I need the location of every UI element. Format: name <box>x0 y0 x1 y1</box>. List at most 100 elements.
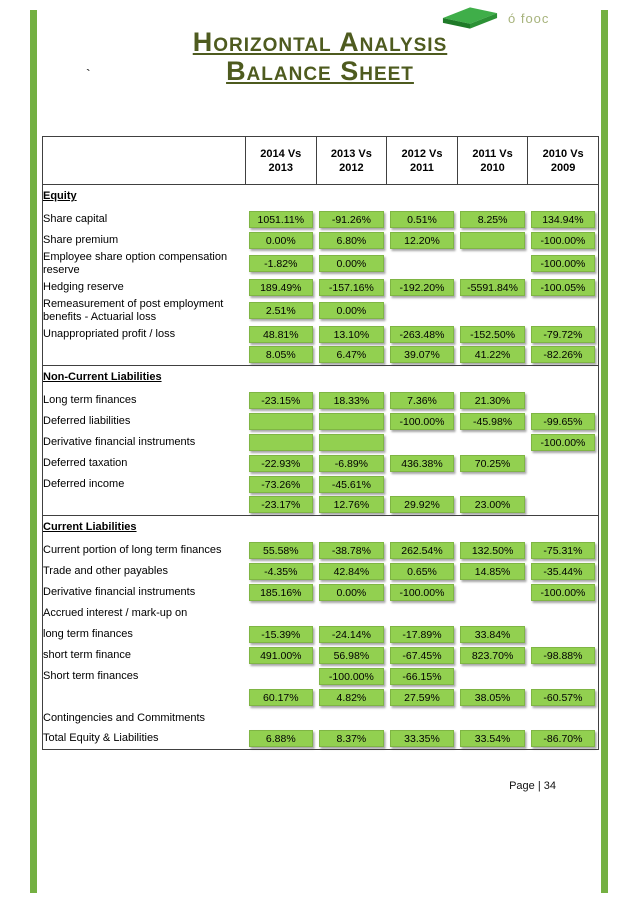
value-cell: 6.47% <box>316 345 387 366</box>
page-title-line1: Horizontal Analysis <box>192 27 448 57</box>
row-label: Deferred liabilities <box>43 414 131 427</box>
value-cell <box>528 624 599 645</box>
table-row: Unappropriated profit / loss 48.81% 13.10%… <box>43 324 599 345</box>
value-chip: 41.22% <box>460 346 525 364</box>
value-chip: -24.14% <box>319 625 384 643</box>
value-cell <box>386 184 458 209</box>
value-cell: 134.94% <box>528 209 599 230</box>
value-chip: -5591.84% <box>460 278 525 296</box>
value-cell <box>386 365 458 390</box>
value-cell <box>457 515 528 540</box>
value-cell: -86.70% <box>528 729 599 750</box>
value-chip: 33.35% <box>389 730 455 748</box>
value-cell: 60.17% <box>246 687 317 708</box>
value-cell: -100.05% <box>528 277 599 298</box>
header-cell-period: 2014 Vs 2013 <box>245 136 317 185</box>
row-label: long term finances <box>43 627 133 640</box>
value-chip: 1051.11% <box>248 210 314 228</box>
table-row: Share capital 1051.11% -91.26% 0.51% 8.25% 13… <box>43 209 599 230</box>
value-chip: 134.94% <box>530 210 595 228</box>
value-chip: -82.26% <box>530 346 595 364</box>
value-chip: 21.30% <box>460 391 525 409</box>
value-chip: -75.31% <box>530 541 595 559</box>
row-label: Share premium <box>43 233 119 246</box>
row-label: Non-Current Liabilities <box>42 365 246 390</box>
value-cell <box>457 298 528 324</box>
section-row: Current Liabilities <box>42 515 599 540</box>
value-chip: -45.61% <box>319 475 384 493</box>
value-chip: 70.25% <box>460 454 525 472</box>
balance-sheet-table: 2014 Vs 2013 2013 Vs 2012 2012 Vs 2011 2011… <box>42 136 599 750</box>
value-cell <box>528 495 599 516</box>
value-chip: -100.05% <box>530 278 595 296</box>
value-cell: -22.93% <box>246 453 317 474</box>
value-chip: 29.92% <box>389 496 455 514</box>
value-cell <box>457 365 528 390</box>
value-cell: 33.54% <box>457 729 528 750</box>
value-cell: -66.15% <box>387 666 458 687</box>
value-chip: -6.89% <box>319 454 384 472</box>
value-chip: 6.88% <box>248 730 314 748</box>
table-row: 60.17% 4.82% 27.59% 38.05% -60.57% <box>43 687 599 708</box>
value-cell: -75.31% <box>528 540 599 561</box>
value-chip: 8.37% <box>319 730 384 748</box>
value-cell: 8.37% <box>316 729 387 750</box>
table-row: Current portion of long term finances 55.… <box>43 540 599 561</box>
value-chip: 0.00% <box>319 583 384 601</box>
value-cell: -100.00% <box>387 411 458 432</box>
value-cell: 185.16% <box>246 582 317 603</box>
row-label: Total Equity & Liabilities <box>43 732 159 745</box>
value-chip: 23.00% <box>460 496 525 514</box>
value-chip: 2.51% <box>248 302 314 319</box>
value-chip: 38.05% <box>460 688 525 706</box>
value-chip: 42.84% <box>319 562 384 580</box>
value-chip: 8.05% <box>248 346 314 364</box>
value-chip: -98.88% <box>530 646 595 664</box>
value-cell: -23.15% <box>246 390 317 411</box>
value-chip <box>460 231 525 249</box>
value-chip: -99.65% <box>530 412 595 430</box>
value-chip: -100.00% <box>530 231 595 249</box>
value-cell: -100.00% <box>528 251 599 277</box>
row-label: Long term finances <box>43 393 137 406</box>
value-cell <box>245 184 317 209</box>
value-cell: 436.38% <box>387 453 458 474</box>
value-cell: 4.82% <box>316 687 387 708</box>
value-chip: -100.00% <box>389 583 455 601</box>
value-cell <box>457 230 528 251</box>
table-header-row: 2014 Vs 2013 2013 Vs 2012 2012 Vs 2011 2011… <box>42 136 599 185</box>
header-cell-period: 2011 Vs 2010 <box>456 136 529 185</box>
value-cell: 33.84% <box>457 624 528 645</box>
stray-character: ` <box>86 66 91 82</box>
value-cell <box>245 365 317 390</box>
page-title-line2: Balance Sheet <box>226 56 414 86</box>
value-cell <box>316 184 387 209</box>
value-cell: 41.22% <box>457 345 528 366</box>
section-row: Equity <box>42 184 599 209</box>
value-chip <box>248 412 314 430</box>
value-cell <box>316 411 387 432</box>
ribbon-logo-icon <box>442 7 498 29</box>
value-cell: -82.26% <box>528 345 599 366</box>
table-row: Short term finances -100.00% -66.15% <box>43 666 599 687</box>
value-cell: 262.54% <box>387 540 458 561</box>
table-row: Contingencies and Commitments <box>43 708 599 729</box>
value-cell: 18.33% <box>316 390 387 411</box>
right-border-bar <box>601 10 608 893</box>
value-chip: -35.44% <box>530 562 595 580</box>
table-row: Deferred income -73.26% -45.61% <box>43 474 599 495</box>
value-cell <box>527 515 599 540</box>
value-cell <box>457 432 528 453</box>
value-cell: -157.16% <box>316 277 387 298</box>
value-cell: 12.20% <box>387 230 458 251</box>
page-number: Page | 34 <box>509 780 556 792</box>
table-row: short term finance 491.00% 56.98% -67.45% 82… <box>43 645 599 666</box>
value-chip: 12.76% <box>319 496 384 514</box>
value-cell: 14.85% <box>457 561 528 582</box>
value-chip <box>319 412 384 430</box>
row-label: Current Liabilities <box>42 515 246 540</box>
row-label: Trade and other payables <box>43 564 168 577</box>
table-row: Derivative financial instruments 185.16% 0… <box>43 582 599 603</box>
table-row: 8.05% 6.47% 39.07% 41.22% -82.26% <box>43 345 599 366</box>
value-chip: 13.10% <box>319 325 384 343</box>
